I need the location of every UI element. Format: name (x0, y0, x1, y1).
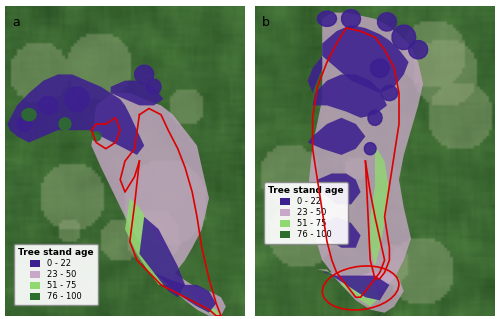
Polygon shape (364, 143, 376, 155)
Polygon shape (8, 74, 144, 155)
Polygon shape (378, 13, 396, 31)
Polygon shape (125, 198, 178, 285)
Polygon shape (17, 116, 32, 132)
Polygon shape (318, 11, 336, 26)
Text: a: a (12, 16, 20, 29)
Polygon shape (65, 87, 89, 112)
Legend: 0 - 22, 23 - 50, 51 - 75, 76 - 100: 0 - 22, 23 - 50, 51 - 75, 76 - 100 (264, 182, 348, 244)
Polygon shape (318, 174, 360, 204)
Polygon shape (370, 145, 390, 266)
Polygon shape (59, 118, 71, 130)
Text: b: b (262, 16, 270, 29)
Polygon shape (381, 85, 398, 101)
Polygon shape (342, 10, 360, 28)
Polygon shape (322, 272, 390, 300)
Polygon shape (322, 217, 360, 248)
Polygon shape (38, 96, 58, 115)
Polygon shape (342, 279, 380, 307)
Polygon shape (110, 81, 164, 105)
Polygon shape (308, 118, 366, 155)
Polygon shape (409, 41, 428, 59)
Polygon shape (146, 79, 161, 94)
Polygon shape (308, 25, 408, 93)
Polygon shape (312, 74, 387, 118)
Polygon shape (392, 25, 416, 50)
Polygon shape (318, 269, 404, 313)
Polygon shape (140, 217, 185, 297)
Polygon shape (370, 59, 390, 78)
Polygon shape (308, 12, 423, 297)
Polygon shape (134, 65, 154, 84)
Polygon shape (22, 108, 36, 121)
Polygon shape (92, 132, 101, 141)
Legend: 0 - 22, 23 - 50, 51 - 75, 76 - 100: 0 - 22, 23 - 50, 51 - 75, 76 - 100 (14, 244, 98, 306)
Polygon shape (92, 93, 209, 272)
Polygon shape (168, 279, 221, 316)
Polygon shape (154, 272, 216, 313)
Polygon shape (368, 110, 382, 125)
Polygon shape (154, 260, 226, 316)
